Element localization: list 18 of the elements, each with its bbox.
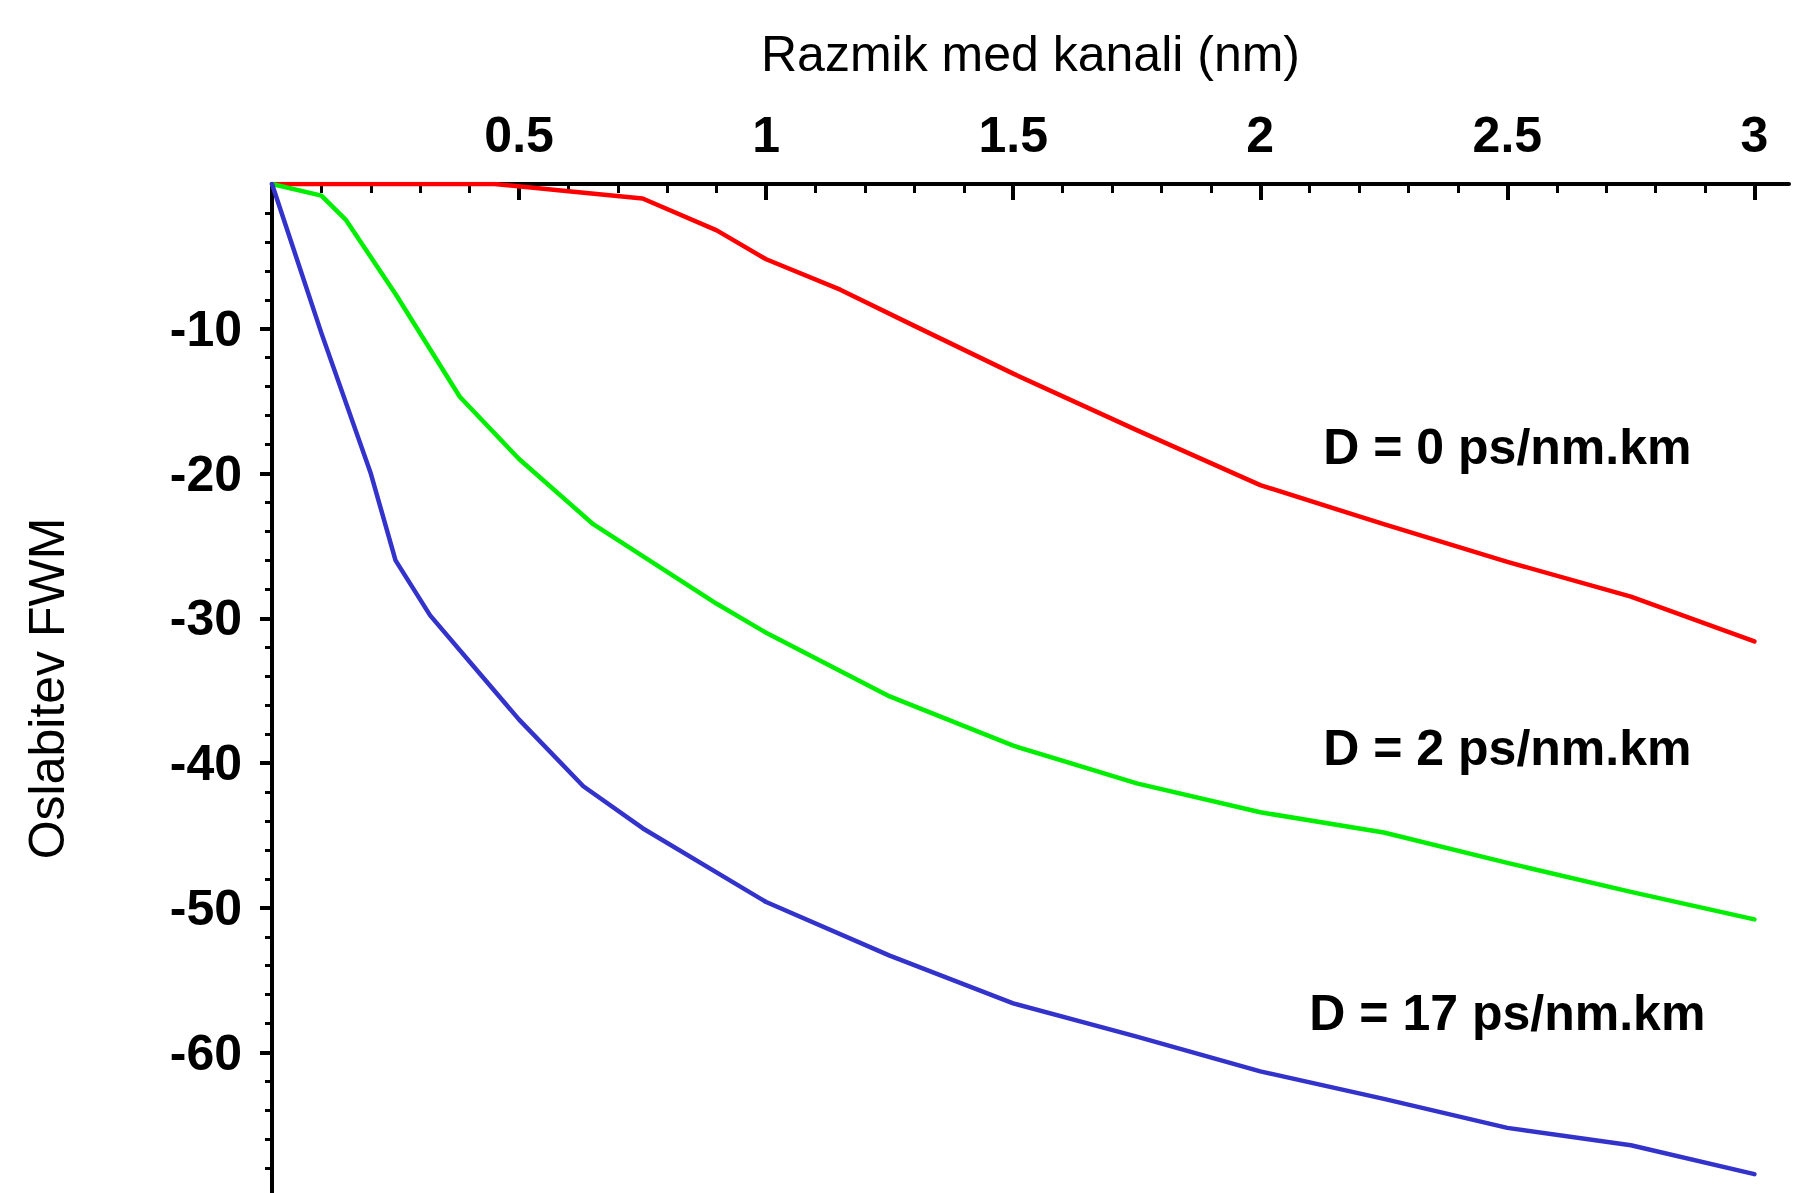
y-axis-title: Oslabitev FWM xyxy=(19,517,75,860)
y-tick-label: -30 xyxy=(169,590,242,647)
x-tick-label: 1 xyxy=(752,107,781,163)
y-tick-label: -60 xyxy=(169,1024,242,1081)
x-tick-label: 0.5 xyxy=(484,107,554,163)
x-tick-label: 2.5 xyxy=(1472,107,1543,163)
x-tick-label: 2 xyxy=(1246,107,1275,163)
y-tick-label: -40 xyxy=(169,735,242,792)
y-tick-label: -10 xyxy=(169,300,242,357)
series-label: D = 0 ps/nm.km xyxy=(1323,418,1692,475)
line-series xyxy=(269,181,1757,1177)
series-label: D = 17 ps/nm.km xyxy=(1309,984,1706,1041)
x-tick-label: 1.5 xyxy=(978,107,1048,163)
y-tick-label: -50 xyxy=(169,879,242,936)
x-tick-label: 3 xyxy=(1740,107,1769,163)
x-axis-title: Razmik med kanali (nm) xyxy=(760,26,1301,82)
series-label: D = 2 ps/nm.km xyxy=(1323,719,1692,776)
y-tick-label: -20 xyxy=(169,445,242,502)
